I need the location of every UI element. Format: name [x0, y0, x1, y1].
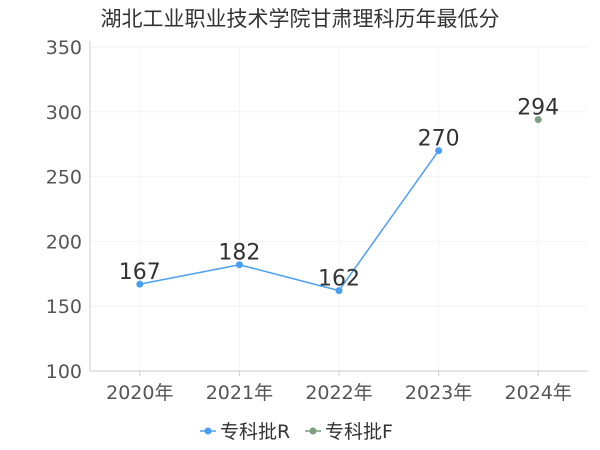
data-label: 270	[418, 127, 460, 152]
data-label: 294	[517, 96, 559, 121]
legend-marker	[204, 427, 212, 435]
legend-item-label: 专科批R	[220, 421, 290, 443]
series-line-0	[139, 150, 440, 292]
data-label: 167	[119, 260, 161, 285]
y-tick-label: 300	[46, 102, 82, 124]
series-layer	[136, 116, 542, 295]
data-point	[534, 116, 542, 124]
y-tick-label: 150	[46, 296, 82, 318]
legend-item-label: 专科批F	[325, 421, 393, 443]
y-tick-label: 200	[46, 231, 82, 253]
x-tick-label: 2020年	[106, 382, 173, 404]
y-tick-label: 100	[46, 361, 82, 383]
x-tick-label: 2021年	[206, 382, 273, 404]
data-labels: 167 182 162 270 294	[119, 96, 559, 292]
grid	[90, 46, 588, 371]
data-label: 162	[318, 267, 360, 292]
legend-marker	[309, 427, 317, 435]
legend: 专科批R 专科批F	[200, 421, 393, 443]
data-point	[435, 147, 443, 155]
x-tick-label: 2022年	[305, 382, 372, 404]
y-tick-label: 350	[46, 37, 82, 59]
axes: 100 150 200 250 300 350 2020年 2021年 2022年 2023年 20…	[46, 37, 588, 404]
chart-title: 湖北工业职业技术学院甘肃理科历年最低分	[101, 7, 500, 31]
y-tick-label: 250	[46, 167, 82, 189]
x-tick-label: 2023年	[405, 382, 472, 404]
data-label: 182	[218, 241, 260, 266]
data-point	[335, 287, 343, 295]
data-point	[235, 261, 243, 269]
x-tick-label: 2024年	[505, 382, 572, 404]
data-point	[136, 280, 144, 288]
